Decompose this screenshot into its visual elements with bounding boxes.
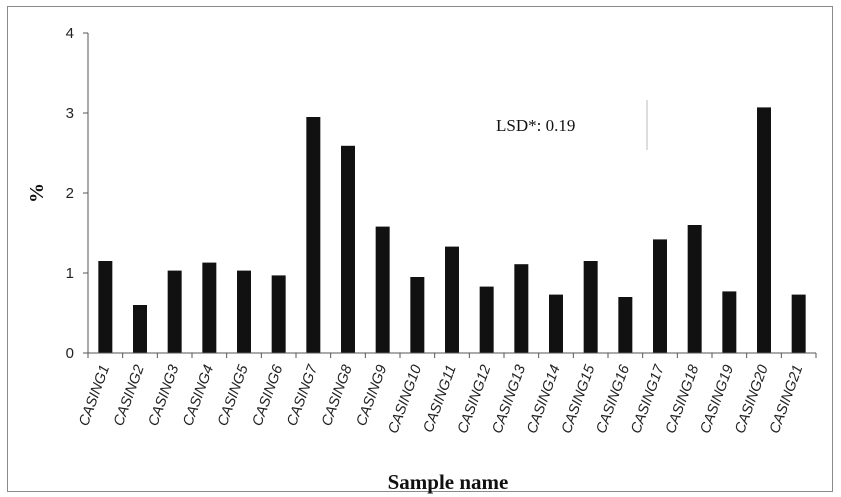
x-axis-title: Sample name	[388, 470, 509, 494]
x-tick-label: CASING1	[76, 363, 113, 428]
x-tick-labels: CASING1CASING2CASING3CASING4CASING5CASIN…	[76, 362, 806, 436]
bar-casing12	[479, 286, 494, 353]
x-tick-label: CASING15	[559, 362, 599, 436]
bars-group	[98, 107, 806, 354]
x-tick-label: CASING17	[628, 362, 668, 436]
lsd-annotation: LSD*: 0.19	[496, 116, 575, 135]
x-tick-label: CASING2	[111, 363, 148, 428]
x-tick-label: CASING18	[663, 363, 703, 436]
bar-casing9	[375, 226, 390, 353]
x-tick-label: CASING12	[455, 363, 495, 436]
bar-casing14	[549, 294, 563, 353]
bar-casing7	[306, 117, 321, 353]
x-tick-label: CASING10	[386, 363, 426, 436]
bar-casing17	[653, 239, 667, 353]
y-tick-label: 2	[66, 185, 74, 202]
x-tick-label: CASING8	[319, 363, 356, 428]
bar-casing13	[514, 264, 529, 353]
bar-casing18	[687, 225, 702, 353]
x-tick-label: CASING20	[732, 363, 772, 436]
x-tick-label: CASING6	[250, 362, 287, 428]
x-tick-label: CASING11	[421, 363, 460, 435]
x-tick-label: CASING13	[490, 363, 530, 436]
y-tick-label: 3	[66, 105, 74, 122]
x-tick-label: CASING9	[354, 363, 391, 428]
x-tick-label: CASING7	[284, 362, 321, 428]
y-axis-title: %	[26, 183, 48, 203]
bar-casing16	[618, 297, 633, 353]
bar-casing1	[98, 261, 113, 353]
x-tick-label: CASING5	[215, 362, 252, 428]
x-tick-label: CASING14	[524, 363, 564, 436]
bar-casing10	[410, 277, 425, 353]
bar-casing11	[445, 246, 459, 353]
x-tick-label: CASING19	[698, 363, 738, 436]
y-tick-label: 0	[66, 345, 74, 362]
bar-casing20	[757, 107, 771, 354]
x-tick-label: CASING16	[594, 362, 634, 436]
bar-casing15	[583, 261, 598, 353]
x-axis	[87, 352, 817, 358]
x-tick-label: CASING21	[767, 363, 807, 436]
y-tick-label: 1	[66, 265, 74, 282]
bar-casing6	[271, 275, 286, 353]
x-tick-label: CASING3	[146, 363, 183, 428]
bar-casing8	[341, 145, 355, 353]
bar-casing4	[202, 262, 217, 353]
y-tick-label: 4	[66, 25, 74, 42]
bar-casing19	[722, 291, 737, 353]
y-axis: 0 1 2 3 4	[66, 25, 89, 362]
x-tick-label: CASING4	[180, 363, 217, 428]
bar-casing3	[167, 270, 182, 353]
bar-casing21	[791, 294, 806, 353]
bar-casing2	[133, 305, 147, 353]
bar-casing5	[237, 270, 251, 353]
